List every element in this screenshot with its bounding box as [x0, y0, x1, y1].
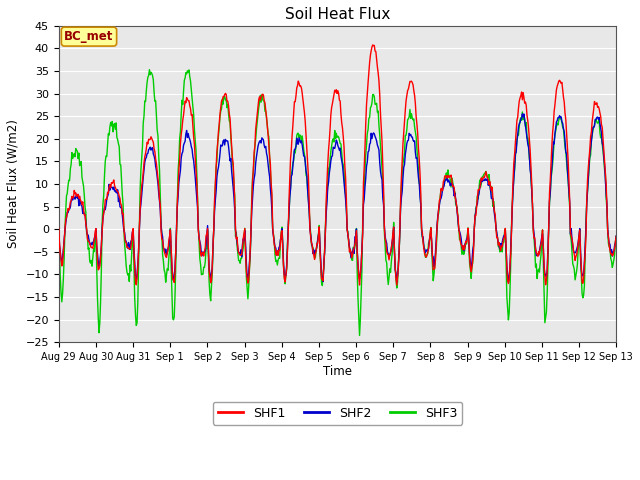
SHF1	[369, 42, 376, 48]
SHF2	[65, 206, 73, 212]
Legend: SHF1, SHF2, SHF3: SHF1, SHF2, SHF3	[212, 402, 462, 424]
SHF1	[55, 225, 63, 231]
SHF3	[209, 248, 217, 254]
SHF3	[180, 88, 188, 94]
SHF3	[65, 177, 73, 183]
Title: Soil Heat Flux: Soil Heat Flux	[285, 7, 390, 22]
SHF3	[122, 263, 130, 269]
SHF2	[122, 239, 130, 244]
SHF1	[423, 252, 431, 258]
SHF1	[612, 234, 620, 240]
SHF2	[612, 233, 620, 239]
SHF2	[405, 131, 413, 136]
SHF1	[122, 240, 130, 245]
SHF3	[356, 333, 364, 338]
Line: SHF1: SHF1	[59, 45, 616, 285]
SHF3	[55, 225, 63, 231]
SHF2	[179, 149, 187, 155]
SHF1	[209, 263, 216, 269]
Y-axis label: Soil Heat Flux (W/m2): Soil Heat Flux (W/m2)	[7, 120, 20, 249]
SHF1	[356, 282, 364, 288]
X-axis label: Time: Time	[323, 365, 352, 378]
Line: SHF3: SHF3	[59, 70, 616, 336]
SHF2	[518, 111, 526, 117]
Line: SHF2: SHF2	[59, 114, 616, 282]
SHF3	[145, 67, 153, 72]
SHF2	[504, 279, 512, 285]
SHF1	[65, 207, 73, 213]
Text: BC_met: BC_met	[64, 30, 114, 43]
SHF3	[423, 252, 431, 257]
SHF2	[209, 265, 216, 271]
SHF1	[179, 117, 187, 123]
SHF2	[422, 250, 429, 255]
SHF3	[612, 233, 620, 239]
SHF2	[55, 226, 63, 231]
SHF1	[407, 79, 415, 84]
SHF3	[407, 116, 415, 121]
